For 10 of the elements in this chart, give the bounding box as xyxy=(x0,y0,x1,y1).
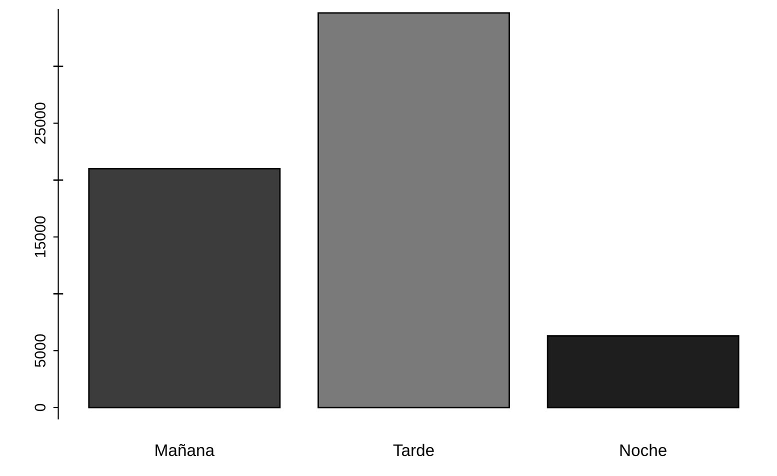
y-tick-label: 0 xyxy=(34,404,46,412)
bar xyxy=(546,335,740,408)
bar xyxy=(318,12,510,408)
x-tick-label: Noche xyxy=(620,444,666,456)
x-tick-label: Mañana xyxy=(156,444,215,456)
bar xyxy=(88,168,281,408)
y-tick-label: 5000 xyxy=(34,334,46,368)
x-tick-label: Tarde xyxy=(393,444,434,456)
y-tick-label: 15000 xyxy=(34,216,46,258)
y-tick-label: 25000 xyxy=(34,102,46,144)
